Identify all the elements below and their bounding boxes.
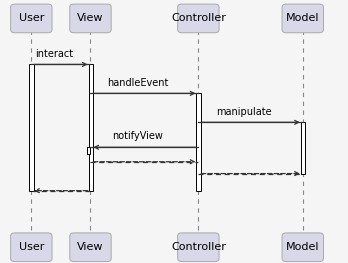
Text: Model: Model: [286, 13, 319, 23]
Text: Controller: Controller: [171, 13, 226, 23]
Text: User: User: [19, 13, 44, 23]
Bar: [87, 147, 90, 154]
Text: manipulate: manipulate: [216, 107, 271, 117]
FancyBboxPatch shape: [282, 4, 324, 33]
Text: User: User: [19, 242, 44, 252]
Bar: [29, 64, 33, 191]
Text: notifyView: notifyView: [112, 132, 163, 141]
Text: View: View: [77, 13, 104, 23]
Text: interact: interact: [35, 49, 73, 59]
Text: Controller: Controller: [171, 242, 226, 252]
Text: handleEvent: handleEvent: [107, 78, 168, 88]
Text: Model: Model: [286, 242, 319, 252]
Bar: [88, 64, 93, 191]
FancyBboxPatch shape: [10, 233, 52, 261]
FancyBboxPatch shape: [70, 4, 111, 33]
FancyBboxPatch shape: [177, 4, 219, 33]
Bar: [301, 122, 306, 174]
FancyBboxPatch shape: [177, 233, 219, 261]
Bar: [196, 93, 201, 191]
FancyBboxPatch shape: [70, 233, 111, 261]
FancyBboxPatch shape: [282, 233, 324, 261]
Text: View: View: [77, 242, 104, 252]
FancyBboxPatch shape: [10, 4, 52, 33]
